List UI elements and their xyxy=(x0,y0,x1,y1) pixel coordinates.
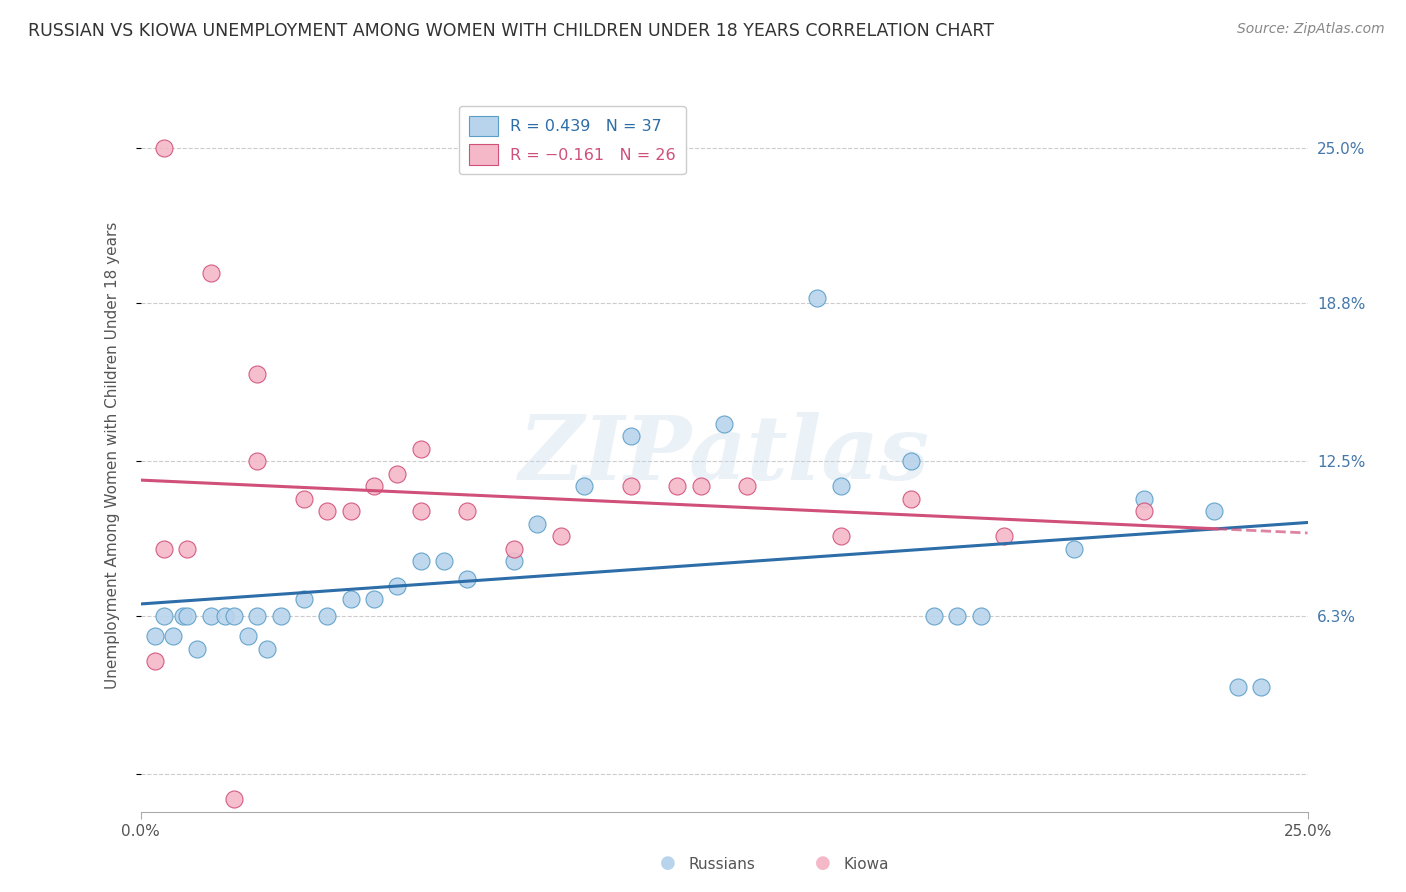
Point xyxy=(1204,504,1226,518)
Point xyxy=(830,529,852,543)
Point xyxy=(292,591,315,606)
Point xyxy=(236,630,259,644)
Point xyxy=(153,141,176,155)
Point xyxy=(387,467,409,481)
Point xyxy=(946,609,969,624)
Point xyxy=(256,642,278,657)
Point xyxy=(246,367,269,381)
Point xyxy=(900,454,922,468)
Point xyxy=(316,504,339,518)
Point xyxy=(1133,491,1156,506)
Point xyxy=(456,504,478,518)
Point xyxy=(713,417,735,431)
Point xyxy=(550,529,572,543)
Point xyxy=(503,541,526,556)
Point xyxy=(456,572,478,586)
Point xyxy=(153,609,176,624)
Legend: R = 0.439   N = 37, R = −0.161   N = 26: R = 0.439 N = 37, R = −0.161 N = 26 xyxy=(460,106,686,174)
Point xyxy=(200,266,222,280)
Point xyxy=(200,609,222,624)
Point xyxy=(153,541,176,556)
Point xyxy=(363,591,385,606)
Point xyxy=(143,655,166,669)
Point xyxy=(993,529,1015,543)
Point xyxy=(222,792,245,806)
Point xyxy=(1226,680,1249,694)
Point xyxy=(1063,541,1085,556)
Text: ●: ● xyxy=(814,855,831,872)
Y-axis label: Unemployment Among Women with Children Under 18 years: Unemployment Among Women with Children U… xyxy=(105,221,120,689)
Point xyxy=(162,630,184,644)
Point xyxy=(1133,504,1156,518)
Point xyxy=(922,609,945,624)
Point xyxy=(363,479,385,493)
Point xyxy=(620,429,643,443)
Point xyxy=(409,554,432,568)
Point xyxy=(316,609,339,624)
Point xyxy=(222,609,245,624)
Point xyxy=(339,591,361,606)
Point xyxy=(1250,680,1272,694)
Point xyxy=(526,516,548,531)
Point xyxy=(737,479,759,493)
Point xyxy=(433,554,456,568)
Point xyxy=(409,442,432,456)
Point xyxy=(246,454,269,468)
Text: ●: ● xyxy=(659,855,676,872)
Point xyxy=(186,642,208,657)
Point xyxy=(806,292,828,306)
Point xyxy=(970,609,993,624)
Text: Source: ZipAtlas.com: Source: ZipAtlas.com xyxy=(1237,22,1385,37)
Point xyxy=(620,479,643,493)
Point xyxy=(339,504,361,518)
Point xyxy=(666,479,689,493)
Point xyxy=(387,579,409,593)
Point xyxy=(176,609,198,624)
Text: Kiowa: Kiowa xyxy=(844,857,889,872)
Point xyxy=(572,479,595,493)
Point xyxy=(409,504,432,518)
Point xyxy=(689,479,711,493)
Point xyxy=(172,609,194,624)
Text: Russians: Russians xyxy=(689,857,756,872)
Point xyxy=(503,554,526,568)
Point xyxy=(214,609,236,624)
Point xyxy=(830,479,852,493)
Point xyxy=(246,609,269,624)
Point xyxy=(292,491,315,506)
Point xyxy=(900,491,922,506)
Point xyxy=(143,630,166,644)
Text: RUSSIAN VS KIOWA UNEMPLOYMENT AMONG WOMEN WITH CHILDREN UNDER 18 YEARS CORRELATI: RUSSIAN VS KIOWA UNEMPLOYMENT AMONG WOME… xyxy=(28,22,994,40)
Point xyxy=(270,609,292,624)
Text: ZIPatlas: ZIPatlas xyxy=(519,412,929,498)
Point xyxy=(176,541,198,556)
